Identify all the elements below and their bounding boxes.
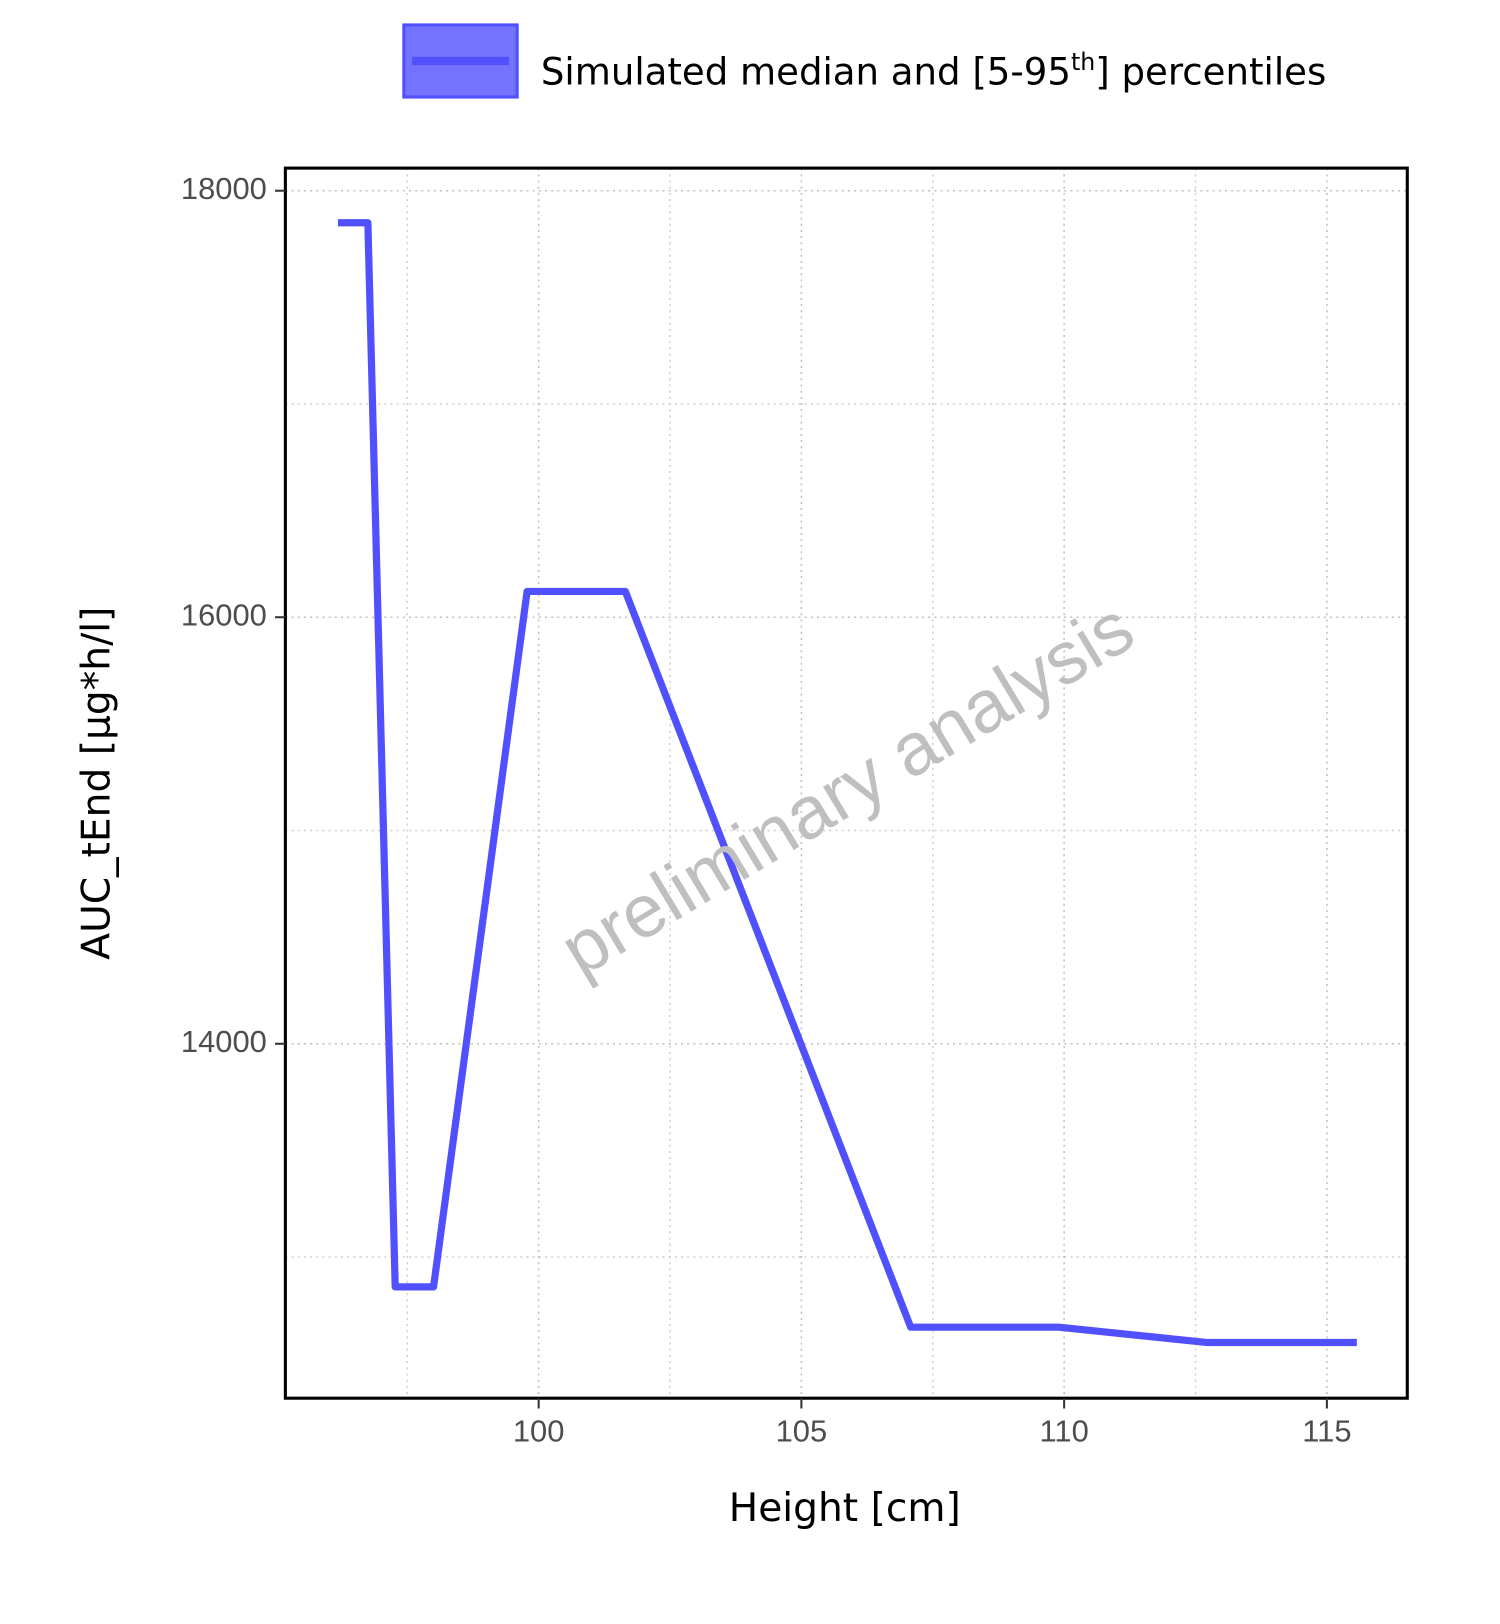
marks bbox=[337, 219, 1357, 1347]
legend-text: Simulated median and [5-95 bbox=[541, 50, 1071, 93]
grid bbox=[285, 168, 1408, 1399]
legend-label: Simulated median and [5-95th] percentile… bbox=[541, 48, 1326, 93]
y-tick-label: 16000 bbox=[181, 597, 267, 632]
y-tick-label: 18000 bbox=[181, 171, 267, 206]
x-tick-label: 105 bbox=[776, 1413, 828, 1448]
x-axis-label: Height [cm] bbox=[729, 1486, 961, 1531]
y-tick-label: 14000 bbox=[181, 1024, 267, 1059]
plot-area bbox=[285, 168, 1408, 1399]
legend-text: ] percentiles bbox=[1095, 50, 1326, 93]
x-tick-label: 115 bbox=[1302, 1413, 1351, 1448]
ticks: 100 105 110 115 14000 16000 18000 bbox=[181, 171, 1352, 1449]
x-tick-label: 100 bbox=[513, 1413, 565, 1448]
x-tick-label: 110 bbox=[1040, 1413, 1089, 1448]
legend-superscript: th bbox=[1071, 48, 1095, 76]
y-axis-label: AUC_tEnd [µg*h/l] bbox=[74, 607, 119, 960]
series-line bbox=[337, 219, 1357, 1347]
plot-border bbox=[283, 166, 1409, 1400]
